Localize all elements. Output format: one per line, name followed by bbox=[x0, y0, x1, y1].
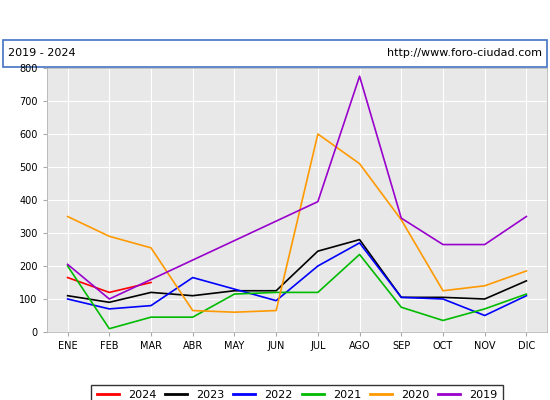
Text: http://www.foro-ciudad.com: http://www.foro-ciudad.com bbox=[387, 48, 542, 58]
Text: Evolucion Nº Turistas Nacionales en el municipio de Esparragosa de la Serena: Evolucion Nº Turistas Nacionales en el m… bbox=[5, 12, 545, 26]
Legend: 2024, 2023, 2022, 2021, 2020, 2019: 2024, 2023, 2022, 2021, 2020, 2019 bbox=[91, 384, 503, 400]
Text: 2019 - 2024: 2019 - 2024 bbox=[8, 48, 76, 58]
